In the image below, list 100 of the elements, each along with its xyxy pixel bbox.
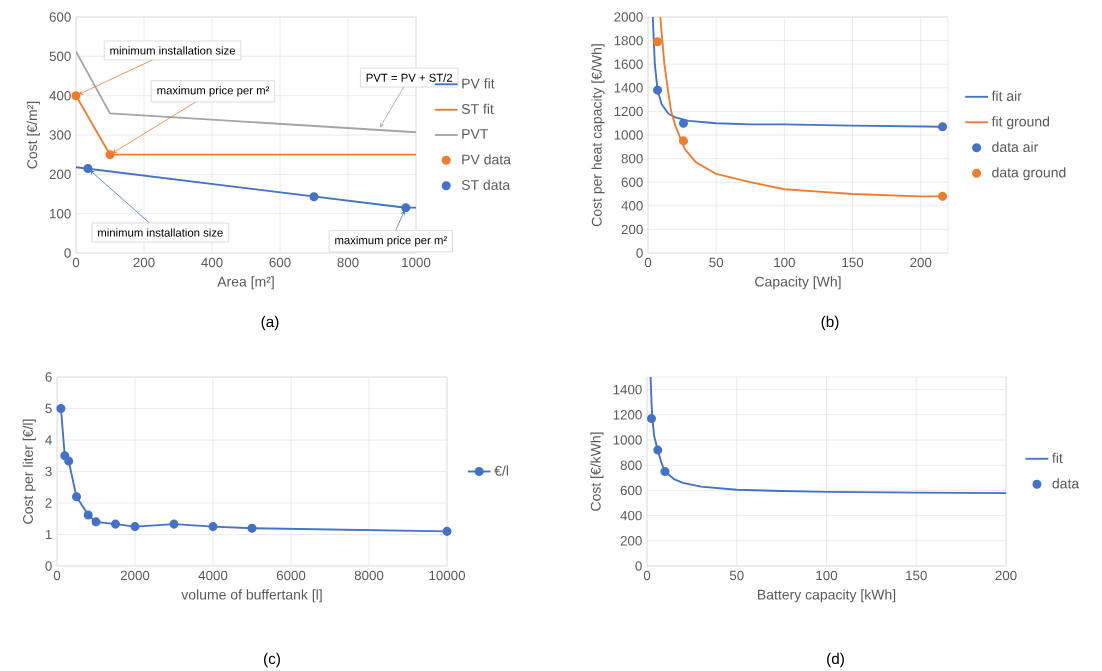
y-tick-label: 1000 bbox=[614, 130, 643, 140]
point bbox=[110, 519, 121, 529]
point bbox=[247, 523, 257, 533]
point bbox=[660, 466, 670, 477]
point bbox=[56, 403, 66, 414]
y-tick-label: 400 bbox=[621, 201, 643, 211]
y-tick-label: 800 bbox=[621, 153, 643, 164]
y-tick-label: 600 bbox=[620, 485, 642, 496]
y-tick-label: 100 bbox=[50, 208, 71, 219]
x-axis-title: Battery capacity [kWh] bbox=[758, 589, 896, 603]
annotation: PVT = PV + ST/2 bbox=[366, 73, 453, 82]
y-tick-label: 1800 bbox=[614, 35, 643, 46]
x-tick-label: 8000 bbox=[354, 570, 384, 581]
x-tick-label: 150 bbox=[842, 257, 864, 268]
legend-label: fit air bbox=[991, 90, 1022, 102]
y-tick-label: 500 bbox=[49, 51, 71, 62]
x-tick-label: 0 bbox=[644, 257, 652, 268]
y-tick-label: 2 bbox=[45, 498, 52, 508]
point bbox=[83, 163, 93, 173]
y-tick-label: 1200 bbox=[614, 106, 643, 117]
x-tick-label: 200 bbox=[910, 257, 932, 268]
y-tick-label: 6 bbox=[45, 372, 52, 382]
legend-label: data bbox=[1052, 478, 1080, 489]
point bbox=[653, 445, 663, 455]
y-tick-label: 3 bbox=[45, 466, 52, 477]
y-tick-label: 200 bbox=[621, 224, 643, 235]
point bbox=[130, 522, 140, 532]
annotation: maximum price per m² bbox=[335, 235, 447, 247]
point bbox=[653, 85, 663, 95]
point bbox=[169, 519, 179, 529]
x-tick-label: 150 bbox=[906, 570, 927, 581]
y-axis-title: Cost [€/m²] bbox=[26, 101, 40, 169]
x-tick-label: 1000 bbox=[402, 257, 431, 268]
point bbox=[105, 150, 115, 160]
text: (a) bbox=[261, 315, 279, 331]
text: (d) bbox=[827, 652, 844, 668]
x-tick-label: 2000 bbox=[120, 570, 150, 581]
y-tick-label: 1200 bbox=[613, 410, 642, 420]
x-tick-label: 400 bbox=[201, 257, 223, 268]
y-tick-label: 5 bbox=[45, 403, 52, 414]
point bbox=[208, 522, 218, 532]
y-axis-title: Cost per liter [€/l] bbox=[22, 419, 36, 524]
y-tick-label: 2000 bbox=[614, 12, 643, 22]
y-tick-label: 600 bbox=[49, 12, 71, 22]
point bbox=[83, 510, 93, 520]
annotation: maximum price per m² bbox=[157, 86, 270, 97]
x-tick-label: 100 bbox=[816, 570, 838, 581]
legend-label: PVT bbox=[462, 129, 489, 139]
y-tick-label: 0 bbox=[636, 248, 643, 258]
legend-label: PV fit bbox=[462, 78, 495, 89]
point bbox=[678, 118, 688, 128]
y-tick-label: 1000 bbox=[613, 435, 642, 445]
point bbox=[938, 191, 948, 201]
point bbox=[309, 192, 319, 202]
x-axis-title: Area [m²] bbox=[217, 276, 274, 290]
point bbox=[678, 136, 688, 146]
legend-label: PV data bbox=[462, 154, 511, 165]
y-axis-title: Cost per heat capacity [€/Wh] bbox=[591, 44, 605, 227]
line-series bbox=[649, 377, 1007, 495]
point bbox=[91, 517, 101, 527]
y-axis-title: Cost [€/kWh] bbox=[590, 432, 604, 511]
legend-label: data ground bbox=[992, 167, 1066, 181]
y-tick-label: 1600 bbox=[614, 59, 643, 69]
y-tick-label: 200 bbox=[620, 536, 642, 546]
annotation: minimum installation size bbox=[110, 46, 236, 55]
y-tick-label: 0 bbox=[635, 561, 642, 571]
point bbox=[71, 91, 81, 101]
point bbox=[64, 456, 74, 466]
legend-label: fit ground bbox=[991, 116, 1050, 130]
y-tick-label: 0 bbox=[64, 248, 71, 258]
x-tick-label: 600 bbox=[269, 257, 291, 268]
y-tick-label: 600 bbox=[621, 177, 643, 187]
y-tick-label: 1 bbox=[45, 529, 52, 540]
y-tick-label: 400 bbox=[49, 90, 71, 101]
y-tick-label: 1400 bbox=[614, 83, 643, 93]
x-tick-label: 10000 bbox=[429, 570, 466, 581]
y-tick-label: 400 bbox=[620, 510, 642, 521]
text: (b) bbox=[821, 315, 839, 331]
legend-label: €/l bbox=[494, 465, 509, 476]
point bbox=[938, 122, 948, 132]
y-tick-label: 800 bbox=[620, 460, 642, 470]
point bbox=[442, 526, 452, 536]
x-axis-title: Capacity [Wh] bbox=[755, 276, 841, 290]
legend-label: fit bbox=[1052, 452, 1063, 463]
point bbox=[646, 414, 657, 424]
point bbox=[71, 492, 82, 502]
legend-label: ST fit bbox=[461, 103, 494, 114]
y-tick-label: 200 bbox=[49, 169, 71, 180]
x-axis-title: volume of buffertank [l] bbox=[181, 589, 322, 603]
legend-label: ST data bbox=[461, 179, 511, 190]
y-tick-label: 300 bbox=[49, 130, 71, 140]
x-tick-label: 100 bbox=[774, 257, 795, 268]
y-tick-label: 1400 bbox=[613, 384, 642, 395]
point bbox=[401, 203, 411, 213]
x-tick-label: 4000 bbox=[198, 570, 228, 581]
legend-label: data air bbox=[992, 141, 1039, 152]
y-tick-label: 4 bbox=[45, 435, 52, 445]
text: (c) bbox=[264, 652, 280, 668]
x-tick-label: 0 bbox=[72, 257, 80, 268]
x-tick-label: 6000 bbox=[276, 570, 306, 581]
